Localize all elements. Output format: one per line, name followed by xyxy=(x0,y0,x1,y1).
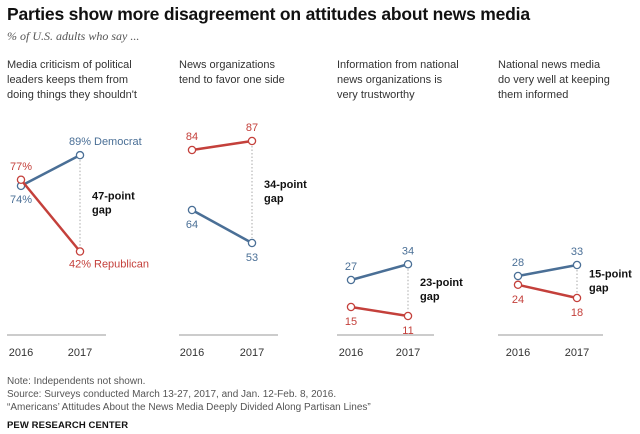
panel-title-line: Information from national xyxy=(337,59,459,71)
data-label: 33 xyxy=(571,246,583,258)
gap-label: gap xyxy=(589,283,609,295)
gap-label: gap xyxy=(264,193,284,205)
data-point xyxy=(247,136,257,146)
note-text: Note: Independents not shown. xyxy=(7,376,146,387)
data-point xyxy=(513,280,523,290)
data-label: 87 xyxy=(246,122,258,134)
chart-subtitle: % of U.S. adults who say ... xyxy=(7,29,140,43)
series-line xyxy=(191,139,253,152)
data-label: 89% xyxy=(69,136,91,148)
data-label: 11 xyxy=(402,325,413,337)
data-point xyxy=(16,175,26,184)
data-label: 84 xyxy=(186,131,198,143)
series-name-label: Republican xyxy=(94,259,149,271)
data-label: 15 xyxy=(345,316,357,328)
series-name-label: Democrat xyxy=(94,136,142,148)
x-tick-label: 2017 xyxy=(68,347,92,359)
data-label: 74% xyxy=(10,194,32,206)
gap-label: 47-point xyxy=(92,190,135,202)
data-label: 24 xyxy=(512,294,524,306)
panel-title-line: news organizations is xyxy=(337,74,443,86)
gap-label: gap xyxy=(420,291,440,303)
panel-title-line: tend to favor one side xyxy=(179,74,285,86)
data-label: 77% xyxy=(10,161,32,173)
data-point xyxy=(346,275,356,285)
data-point xyxy=(247,238,257,248)
data-point xyxy=(187,205,197,215)
chart-title: Parties show more disagreement on attitu… xyxy=(7,4,530,24)
x-tick-label: 2017 xyxy=(396,347,420,359)
data-point xyxy=(572,260,582,270)
data-point xyxy=(403,311,413,321)
panel-title-line: Media criticism of political xyxy=(7,59,132,71)
data-label: 28 xyxy=(512,257,524,269)
series-line xyxy=(20,154,81,188)
panel-title-line: them informed xyxy=(498,89,568,101)
x-tick-label: 2016 xyxy=(339,347,363,359)
data-point xyxy=(75,247,85,256)
x-tick-label: 2016 xyxy=(180,347,204,359)
data-label: 53 xyxy=(246,252,258,264)
x-tick-label: 2017 xyxy=(565,347,589,359)
x-tick-label: 2017 xyxy=(240,347,264,359)
x-tick-label: 2016 xyxy=(9,347,33,359)
series-line xyxy=(517,263,578,278)
brand-logo-text: PEW RESEARCH CENTER xyxy=(7,420,129,431)
series-line xyxy=(517,283,578,300)
data-label: 42% xyxy=(69,259,91,271)
data-label: 64 xyxy=(186,219,198,231)
data-label: 27 xyxy=(345,261,357,273)
data-point xyxy=(187,145,197,155)
series-line xyxy=(350,305,409,318)
data-point xyxy=(572,293,582,303)
data-label: 18 xyxy=(571,307,583,319)
gap-label: gap xyxy=(92,204,112,216)
panel-title-line: very trustworthy xyxy=(337,89,415,101)
series-line xyxy=(350,263,409,282)
source-text: Source: Surveys conducted March 13-27, 2… xyxy=(7,389,337,400)
report-title-text: “Americans’ Attitudes About the News Med… xyxy=(7,402,371,413)
panel-title-line: National news media xyxy=(498,59,601,71)
series-line xyxy=(191,208,253,245)
data-point xyxy=(346,302,356,312)
panel-title-line: do very well at keeping xyxy=(498,74,610,86)
data-label: 34 xyxy=(402,245,414,257)
panel-title-line: doing things they shouldn't xyxy=(7,89,137,101)
gap-label: 23-point xyxy=(420,277,463,289)
data-point xyxy=(75,150,85,160)
x-tick-label: 2016 xyxy=(506,347,530,359)
gap-label: 15-point xyxy=(589,269,632,281)
data-point xyxy=(513,271,523,281)
panel-title-line: leaders keeps them from xyxy=(7,74,128,86)
data-point xyxy=(403,259,413,269)
series-line xyxy=(20,178,81,253)
gap-label: 34-point xyxy=(264,179,307,191)
panel-title-line: News organizations xyxy=(179,59,275,71)
